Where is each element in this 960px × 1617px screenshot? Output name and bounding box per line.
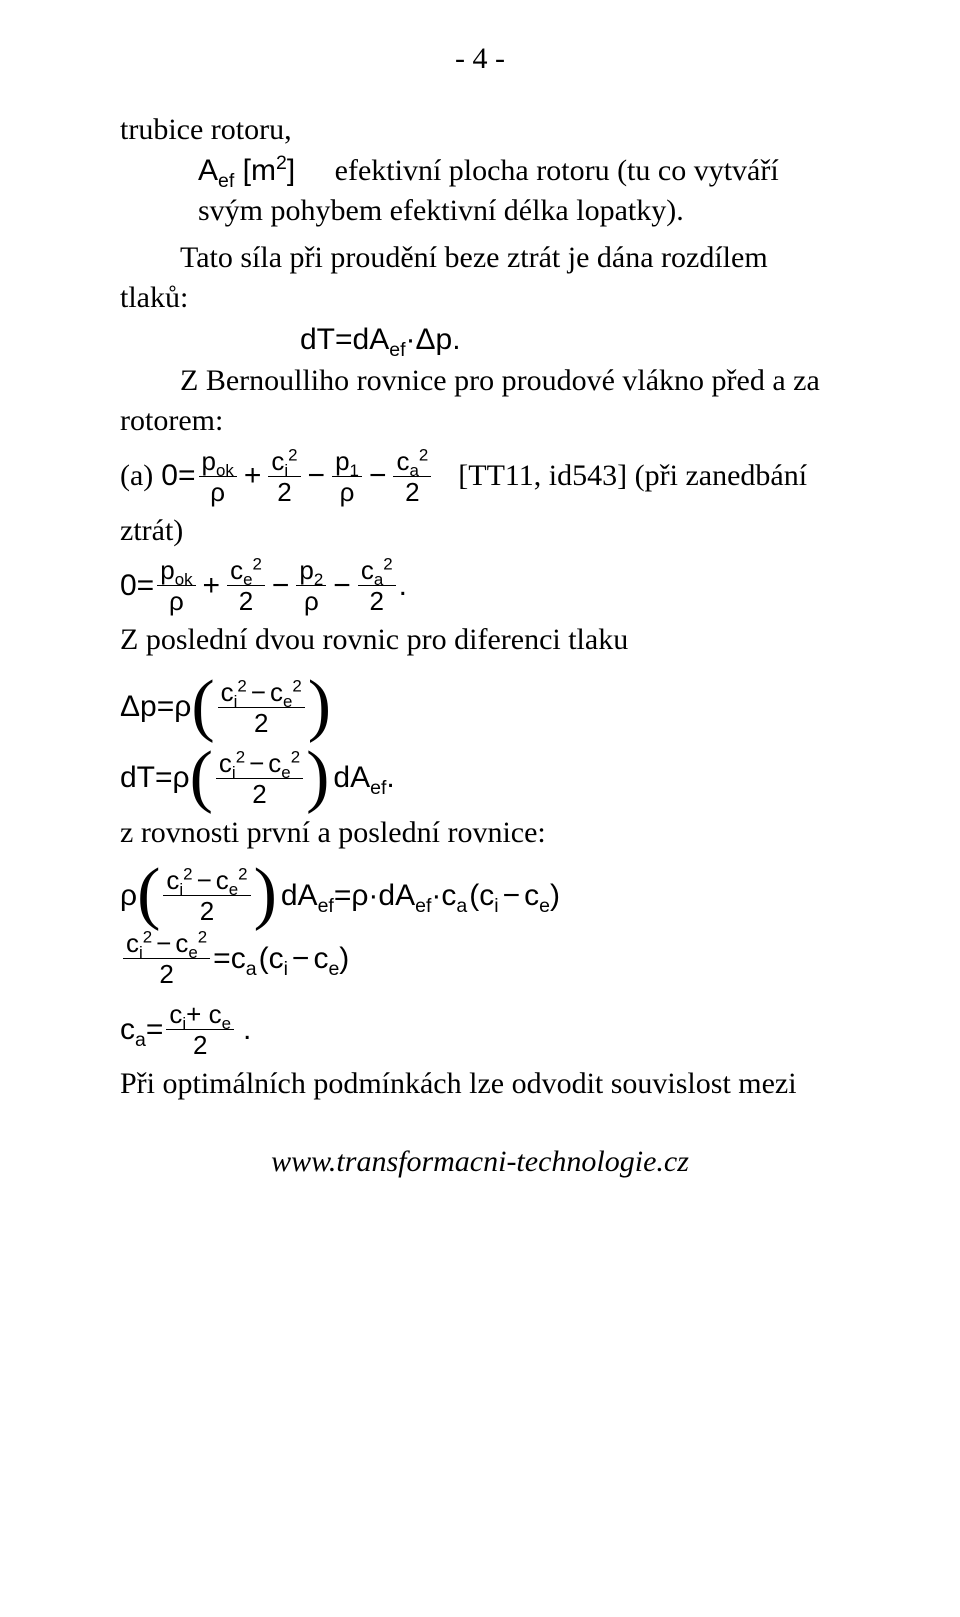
rhs-1b: ·ca	[431, 879, 467, 913]
eq-dT-dAef-dp: dT=dAef·Δp.	[300, 323, 840, 357]
frac-ce2-2: ce2 2	[227, 557, 265, 614]
para-trubice: trubice rotoru,	[120, 110, 840, 151]
eq-delta-p: Δp=ρ ( ci2−ce2 2 )	[120, 679, 840, 736]
aef-definition: Aef [m2] efektivní plocha rotoru (tu co …	[198, 151, 840, 232]
frac-ci-plus-ce: ci+ ce 2	[166, 1001, 234, 1058]
frac-ca2-2-2: ca2 2	[358, 557, 396, 614]
eq-dT: dT=ρ ( ci2−ce2 2 ) dAef .	[120, 750, 840, 807]
period-1: .	[399, 569, 407, 603]
eq-ca: =ca	[213, 942, 256, 976]
ca-lhs: ca=	[120, 1013, 163, 1047]
lparen-2: (	[190, 752, 213, 801]
ztrat-close: ztrát)	[120, 511, 840, 552]
para-bernoulli: Z Bernoulliho rovnice pro proudové vlákn…	[120, 361, 840, 442]
dAef-2: dAef	[281, 879, 334, 913]
aef-sym: Aef [m2]	[198, 154, 295, 187]
footer-url: www.transformacni-technologie.cz	[120, 1105, 840, 1179]
annot-a: [TT11, id543] (při zanedbání	[458, 459, 807, 493]
label-a: (a)	[120, 459, 153, 493]
rparen-3: )	[254, 869, 277, 918]
paren-ci-ce-2: (ci−ce)	[259, 942, 350, 976]
dp-eq: Δp=ρ	[120, 690, 191, 724]
lparen-1: (	[191, 681, 214, 730]
frac-ci2-ce2-2: ci2−ce2 2	[216, 750, 303, 807]
frac-ca2-2-1: ca2 2	[393, 448, 431, 505]
para-posledni: Z poslední dvou rovnic pro diferenci tla…	[120, 620, 840, 661]
frac-p2-rho: p2 ρ	[296, 557, 326, 614]
page-number: - 4 -	[120, 42, 840, 76]
rparen-2: )	[306, 752, 329, 801]
frac-pok-rho-1: pok ρ	[199, 448, 237, 505]
frac-ci2-ce2-4: ci2−ce2 2	[123, 930, 210, 987]
rhs-1a: =ρ·dAef	[334, 879, 432, 913]
period-3: .	[243, 1013, 251, 1047]
zero-eq-2: 0=	[120, 569, 154, 603]
frac-ci2-ce2-3: ci2−ce2 2	[163, 867, 250, 924]
paren-ci-ce-1: (ci−ce)	[469, 879, 560, 913]
eq-a: (a) 0= pok ρ + ci2 2 − p1 ρ − ca2 2 [TT1…	[120, 448, 840, 505]
rparen-1: )	[308, 681, 331, 730]
eq-rho-dAef: ρ ( ci2−ce2 2 ) dAef =ρ·dAef ·ca (ci−ce)	[120, 867, 840, 924]
dAef-1: dAef	[333, 761, 386, 795]
para-rovnosti: z rovnosti první a poslední rovnice:	[120, 813, 840, 854]
frac-ci2-2: ci2 2	[268, 448, 300, 505]
eq-ca-final: ca= ci+ ce 2 .	[120, 1001, 840, 1058]
frac-p1-rho: p1 ρ	[332, 448, 362, 505]
para-optimal: Při optimálních podmínkách lze odvodit s…	[120, 1064, 840, 1105]
eq-frac-eq-ca: ci2−ce2 2 =ca (ci−ce)	[120, 930, 840, 987]
frac-pok-rho-2: pok ρ	[157, 557, 195, 614]
lparen-3: (	[137, 869, 160, 918]
zero-eq: 0=	[161, 459, 195, 493]
period-2: .	[386, 761, 394, 795]
dT-eq: dT=ρ	[120, 761, 190, 795]
rho-pre: ρ	[120, 879, 137, 913]
para-sila: Tato síla při proudění beze ztrát je dán…	[120, 238, 840, 319]
frac-ci2-ce2-1: ci2−ce2 2	[218, 679, 305, 736]
eq-b: 0= pok ρ + ce2 2 − p2 ρ − ca2 2 .	[120, 557, 840, 614]
